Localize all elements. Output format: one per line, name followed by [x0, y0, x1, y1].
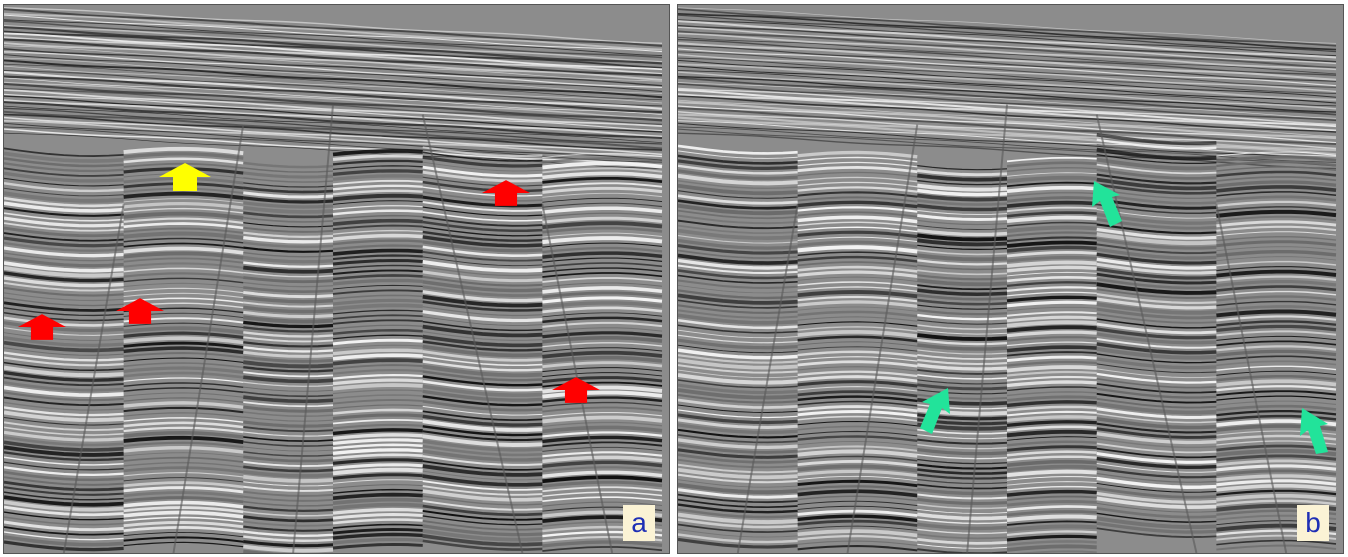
marker-shape [159, 163, 211, 191]
arrow-icon [920, 388, 950, 434]
seismic-image-b [678, 5, 1343, 553]
marker-shape [1300, 408, 1328, 454]
panel-label-b: b [1297, 505, 1329, 541]
arrow-up-icon [159, 163, 211, 191]
marker-shape [1092, 181, 1122, 227]
marker-shape [18, 314, 66, 340]
marker-shape [552, 377, 600, 403]
arrow-up-icon [116, 298, 164, 324]
arrow-icon [1092, 181, 1122, 227]
arrow-up-icon [552, 377, 600, 403]
panel-label-a: a [623, 505, 655, 541]
arrow-up-icon [18, 314, 66, 340]
seismic-panel-b: b [677, 4, 1344, 554]
marker-shape [920, 388, 950, 434]
seismic-image-a [4, 5, 669, 553]
marker-shape [482, 180, 530, 206]
arrow-up-icon [482, 180, 530, 206]
arrow-icon [1300, 408, 1328, 454]
seismic-panel-a: a [3, 4, 670, 554]
marker-shape [116, 298, 164, 324]
